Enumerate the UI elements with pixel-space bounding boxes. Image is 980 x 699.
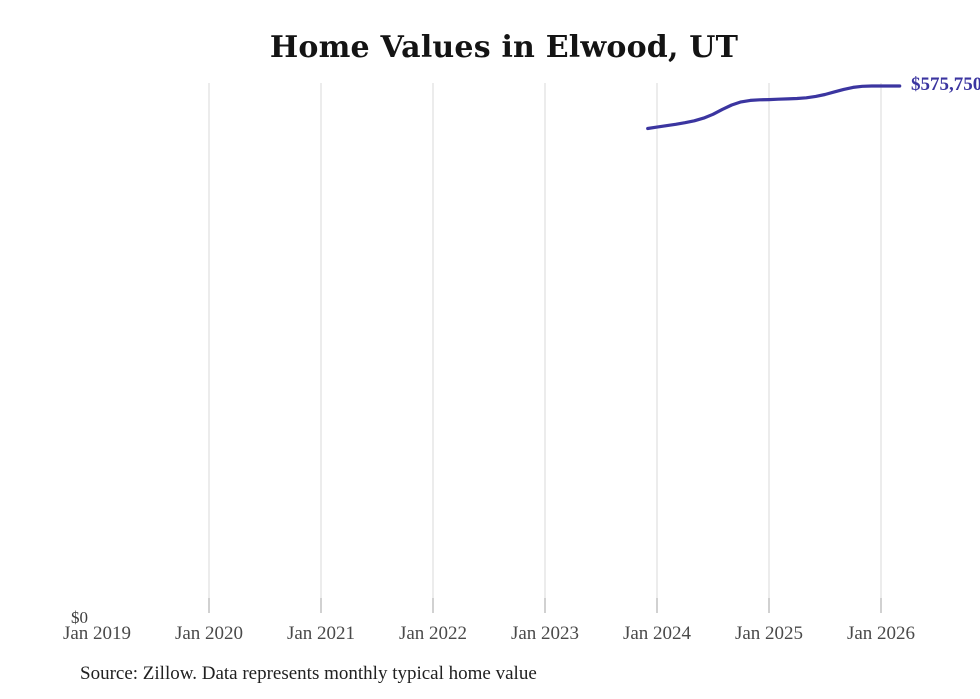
x-tick-label: Jan 2026 xyxy=(846,623,916,644)
x-tick-label: Jan 2019 xyxy=(62,623,132,644)
x-tick-label: Jan 2024 xyxy=(622,623,692,644)
chart-title: Home Values in Elwood, UT xyxy=(269,30,739,65)
home-value-line xyxy=(646,84,902,131)
x-tick-label: Jan 2021 xyxy=(286,623,356,644)
source-note: Source: Zillow. Data represents monthly … xyxy=(80,663,537,684)
x-tick-label: Jan 2025 xyxy=(734,623,804,644)
x-tick-label: Jan 2020 xyxy=(174,623,244,644)
x-tick-label: Jan 2022 xyxy=(398,623,468,644)
latest-value-label: $575,750 xyxy=(911,74,980,95)
y-axis-zero-label: $0 xyxy=(71,608,88,627)
x-tick-label: Jan 2023 xyxy=(510,623,580,644)
